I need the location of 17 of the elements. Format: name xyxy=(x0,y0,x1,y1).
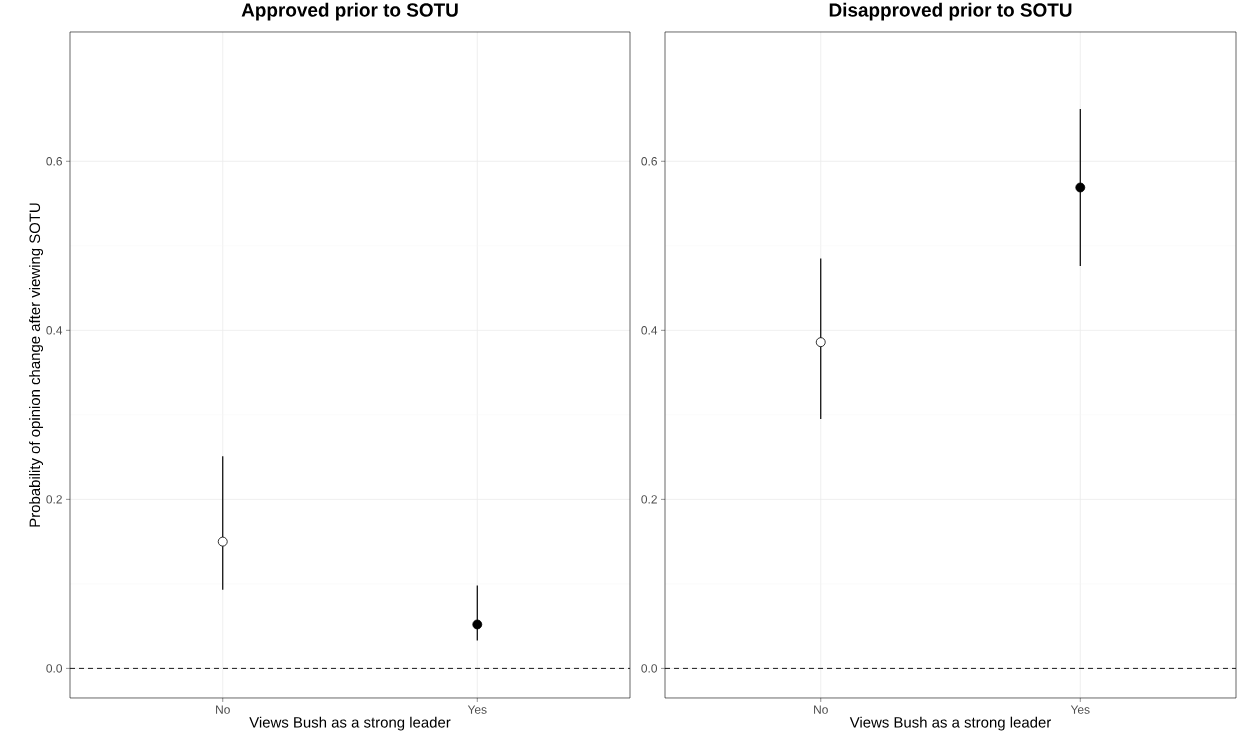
y-tick-label: 0.0 xyxy=(641,664,658,673)
y-tick-label: 0.4 xyxy=(641,326,658,335)
y-tick-label: 0.2 xyxy=(46,495,62,504)
y-tick-label: 0.6 xyxy=(46,157,62,166)
y-tick-label: 0.4 xyxy=(46,326,63,335)
chart-title: Approved prior to SOTU xyxy=(241,2,458,21)
y-tick-label: 0.2 xyxy=(641,495,657,504)
x-axis-title: Views Bush as a strong leader xyxy=(849,716,1052,731)
y-axis-title: Probability of opinion change after viewing SOTU xyxy=(29,203,44,527)
x-tick-label: No xyxy=(216,705,230,714)
x-tick-label: No xyxy=(814,705,828,714)
x-axis-title: Views Bush as a strong leader xyxy=(249,716,451,731)
chart-title: Disapproved prior to SOTU xyxy=(829,2,1072,21)
x-tick-label: Yes xyxy=(1070,705,1090,714)
y-tick-label: 0.6 xyxy=(641,157,657,166)
y-tick-label: 0.0 xyxy=(46,664,63,673)
x-tick-label: Yes xyxy=(467,705,487,714)
